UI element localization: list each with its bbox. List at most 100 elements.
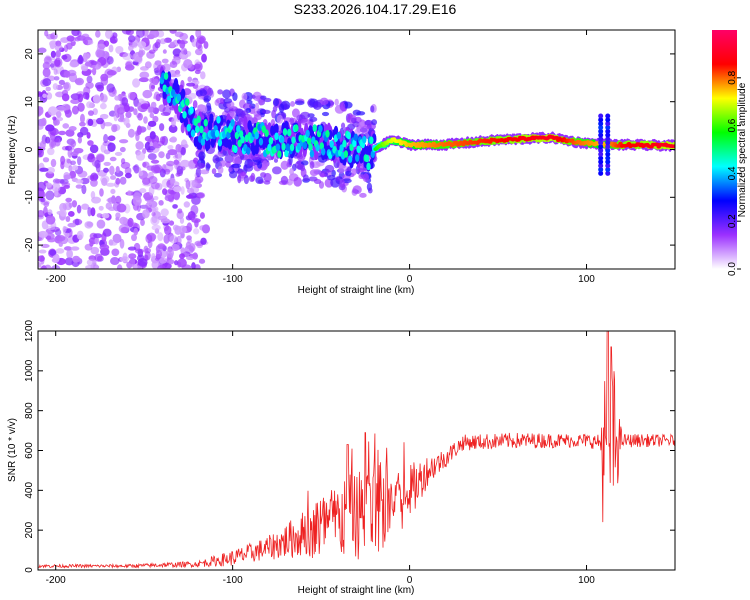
spectrogram-cell xyxy=(225,161,231,168)
spectrogram-cell xyxy=(121,30,132,35)
spectrogram-cell xyxy=(58,79,65,86)
spectrogram-ridge-cell xyxy=(336,131,342,140)
spectrogram-cell xyxy=(81,33,90,39)
spectrogram-ridge-cell xyxy=(277,150,282,158)
spectrogram-cell xyxy=(346,114,357,124)
spectrogram-cell xyxy=(87,140,94,146)
spectrogram-cell xyxy=(138,77,149,83)
spectrogram-ridge-cell xyxy=(353,133,358,142)
spectrogram-cell xyxy=(193,228,200,235)
spectrogram-cell xyxy=(222,89,232,99)
spectrogram-cell xyxy=(167,149,178,156)
spectrogram-cell xyxy=(252,116,258,126)
spectrogram-ridge-cell xyxy=(302,141,308,150)
spectrogram-cell xyxy=(219,98,225,105)
spectrogram-streak-cell xyxy=(598,170,604,176)
spectrogram-cell xyxy=(119,216,128,225)
spectrogram-cell xyxy=(113,111,118,122)
spectrogram-cell xyxy=(52,116,57,121)
spectrogram-cell xyxy=(106,83,115,93)
spectrogram-streak-cell xyxy=(598,155,604,161)
spectrogram-cell xyxy=(362,173,369,182)
spectrogram-streak-cell xyxy=(605,155,611,161)
spectrogram-cell xyxy=(45,92,53,100)
spectrogram-cell xyxy=(92,94,101,104)
spectrogram-ridge-cell xyxy=(318,124,323,133)
spectrogram-cell xyxy=(187,76,193,83)
spectrogram-cell xyxy=(119,146,126,153)
spectrogram-cell xyxy=(309,116,318,122)
spectrogram-cell xyxy=(45,190,55,201)
spectrogram-cell xyxy=(170,243,180,252)
spectrogram-cell xyxy=(38,262,42,268)
spectrogram-ridge-cell xyxy=(342,139,347,148)
spectrogram-cell xyxy=(249,161,256,167)
spectrogram-cell xyxy=(176,235,182,245)
spectrogram-cell xyxy=(198,258,206,264)
spectrogram-cell xyxy=(293,177,302,187)
spectrogram-cell xyxy=(90,207,96,217)
spectrogram-cell xyxy=(79,126,89,136)
spectrogram-cell xyxy=(115,46,124,55)
spectrogram-cell xyxy=(178,225,187,234)
spectrogram-cell xyxy=(100,143,107,153)
spectrogram-ridge-cell xyxy=(231,135,237,147)
spectrogram-cell xyxy=(127,91,136,101)
spectrogram-x-tick-label: -200 xyxy=(46,274,66,285)
spectrogram-cell xyxy=(42,78,52,87)
colorbar-ticks: 0.0 0.2 0.4 0.6 0.8 xyxy=(727,70,741,276)
spectrogram-ridge-cell xyxy=(246,147,251,155)
spectrogram-cell xyxy=(101,50,109,59)
spectrogram-ridge-cell xyxy=(203,118,208,127)
spectrogram-streak-cell xyxy=(598,121,604,127)
spectrogram-cell xyxy=(76,204,82,214)
spectrogram-ridge-cell xyxy=(321,147,326,156)
spectrogram-cell xyxy=(151,224,161,231)
spectrogram-cell xyxy=(261,160,269,170)
spectrogram-cell xyxy=(370,105,375,113)
spectrogram-cell xyxy=(218,102,229,110)
spectrogram-cell xyxy=(289,167,295,176)
spectrogram-ridge-cell xyxy=(258,137,264,146)
spectrogram-cell xyxy=(144,61,152,69)
spectrogram-cell xyxy=(52,83,59,91)
spectrogram-ridge-cell xyxy=(305,129,310,138)
spectrogram-cell xyxy=(254,102,260,112)
spectrogram-x-tick-label: 0 xyxy=(407,274,413,285)
spectrogram-cell xyxy=(200,237,207,245)
spectrogram-cell xyxy=(151,211,156,217)
spectrogram-cell xyxy=(147,153,157,161)
spectrogram-cell xyxy=(340,122,346,129)
spectrogram-cell xyxy=(212,155,220,164)
spectrogram-cell xyxy=(68,202,73,208)
spectrogram-streak-cell xyxy=(605,140,611,146)
spectrogram-cell xyxy=(186,82,196,87)
spectrogram-cell xyxy=(339,179,345,188)
spectrogram-cell xyxy=(119,176,127,185)
spectrogram-cell xyxy=(95,30,101,38)
spectrogram-ridge-cell xyxy=(364,154,370,163)
spectrogram-cell xyxy=(149,112,154,119)
spectrogram-cell xyxy=(136,125,142,135)
spectrogram-cell xyxy=(183,143,189,149)
spectrogram-cell xyxy=(169,41,176,48)
spectrogram-streak-cell xyxy=(598,144,604,150)
spectrogram-cell xyxy=(71,150,79,156)
spectrogram-cell xyxy=(352,185,362,195)
spectrogram-cell xyxy=(70,246,80,251)
spectrogram-cell xyxy=(142,89,153,99)
spectrogram-cell xyxy=(157,243,166,250)
spectrogram-cell xyxy=(72,255,81,263)
spectrogram-cell xyxy=(321,111,330,117)
spectrogram-cell xyxy=(38,255,45,262)
spectrogram-cell xyxy=(38,249,47,254)
spectrogram-cell xyxy=(345,170,352,177)
spectrogram-cell xyxy=(45,215,56,225)
spectrogram-cell xyxy=(144,196,155,202)
spectrogram-cell xyxy=(101,213,110,219)
spectrogram-cell xyxy=(299,164,306,172)
spectrogram-ridge-cell xyxy=(216,115,221,124)
spectrogram-cell xyxy=(43,206,48,216)
spectrogram-cell xyxy=(169,30,177,34)
spectrogram-cell xyxy=(272,166,282,175)
